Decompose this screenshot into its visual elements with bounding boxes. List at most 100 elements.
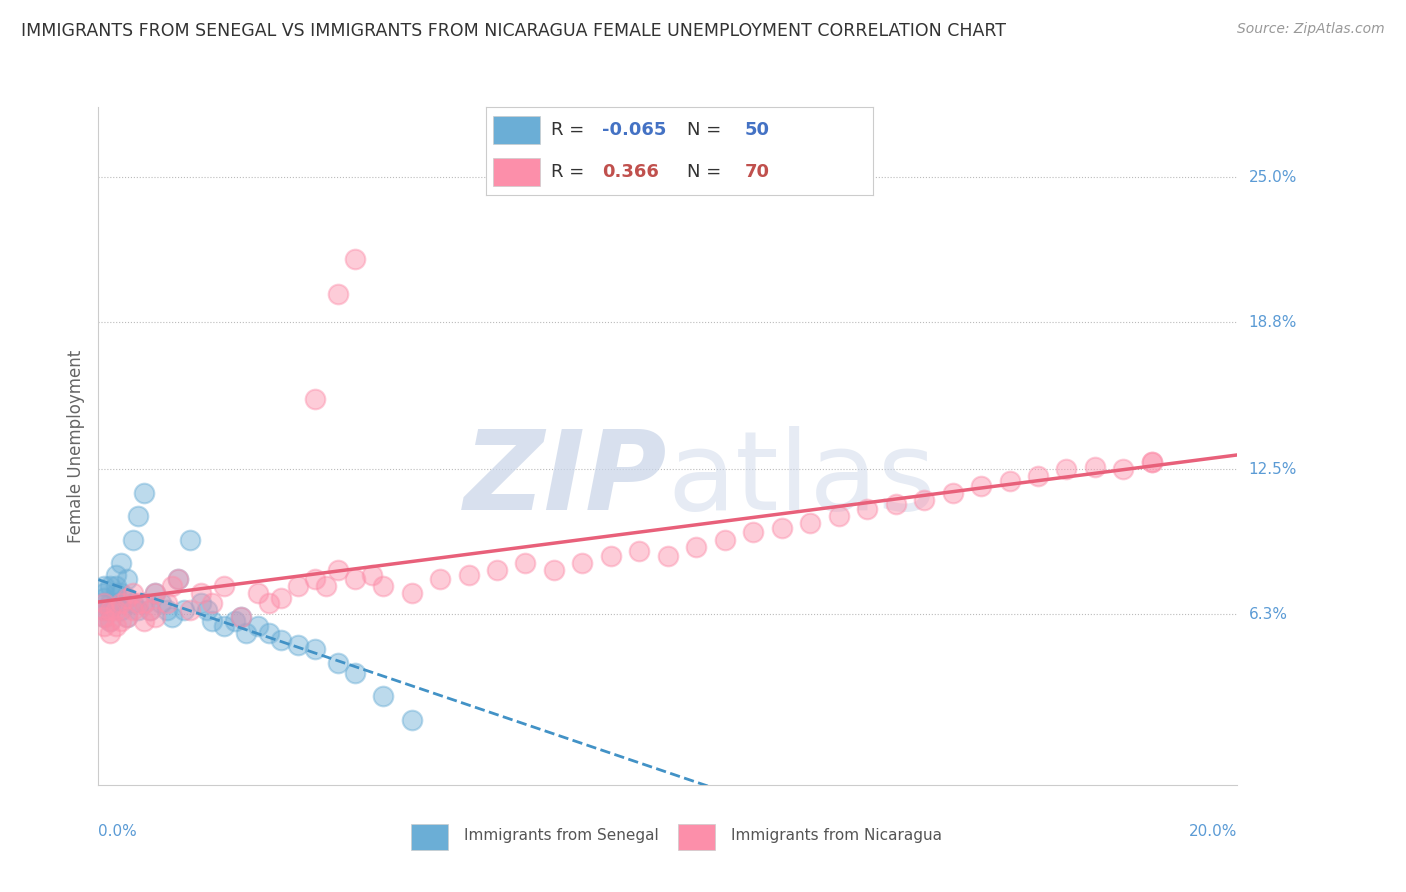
Point [127,596,149,610]
Text: 12.5%: 12.5% [1249,462,1296,477]
Point [173,602,195,616]
Point [93,609,115,624]
Point [742,525,765,540]
Point [714,533,737,547]
Point [246,586,269,600]
Point [167,572,190,586]
Point [287,579,309,593]
Point [401,586,423,600]
Point [942,485,965,500]
Point [127,602,149,616]
Point [326,563,349,577]
Point [127,509,149,524]
Point [98,602,121,616]
Point [315,579,337,593]
Text: ZIP: ZIP [464,426,668,533]
Point [343,665,366,680]
Point [132,485,155,500]
Point [600,549,623,563]
Point [104,567,127,582]
Point [457,567,479,582]
Point [884,498,907,512]
Point [93,591,115,605]
Point [229,609,252,624]
Text: 6.3%: 6.3% [1249,607,1288,622]
Point [429,572,451,586]
Point [373,579,395,593]
Point [110,586,132,600]
Point [270,633,292,648]
Point [799,516,821,530]
Point [104,602,127,616]
Text: 20.0%: 20.0% [1189,824,1237,838]
Point [93,602,115,616]
Point [1056,462,1078,476]
Point [304,392,326,407]
Point [162,609,184,624]
Point [138,602,160,616]
Point [98,579,121,593]
Point [685,540,707,554]
Point [104,586,127,600]
Point [132,596,155,610]
Point [998,474,1021,488]
Point [229,609,252,624]
Point [212,579,235,593]
Point [1084,460,1107,475]
Point [401,713,423,727]
Point [270,591,292,605]
Point [93,619,115,633]
Text: 25.0%: 25.0% [1249,169,1296,185]
Point [201,615,224,629]
Point [115,609,138,624]
Point [150,596,173,610]
Point [1026,469,1049,483]
Point [770,521,793,535]
Point [115,591,138,605]
Point [304,642,326,657]
Point [179,533,201,547]
Point [98,602,121,616]
Point [93,579,115,593]
Point [110,596,132,610]
Point [98,615,121,629]
Point [856,502,879,516]
Point [98,596,121,610]
Point [98,615,121,629]
Point [145,609,167,624]
Point [235,626,257,640]
Point [167,572,190,586]
Point [190,596,212,610]
Point [121,596,143,610]
Point [93,609,115,624]
Point [259,596,281,610]
Point [190,586,212,600]
Point [486,563,509,577]
Point [132,615,155,629]
Point [360,567,382,582]
Point [93,586,115,600]
Point [657,549,679,563]
Point [515,556,537,570]
Point [1140,455,1163,469]
Y-axis label: Female Unemployment: Female Unemployment [66,350,84,542]
Point [93,602,115,616]
Point [571,556,593,570]
Point [212,619,235,633]
Point [224,615,246,629]
Point [912,492,935,507]
Point [121,602,143,616]
Point [156,596,179,610]
Point [104,596,127,610]
Point [115,572,138,586]
Point [201,596,224,610]
Point [343,252,366,266]
Point [195,602,218,616]
Point [115,591,138,605]
Point [145,586,167,600]
Point [287,638,309,652]
Point [179,602,201,616]
Point [162,579,184,593]
Point [259,626,281,640]
Point [628,544,651,558]
